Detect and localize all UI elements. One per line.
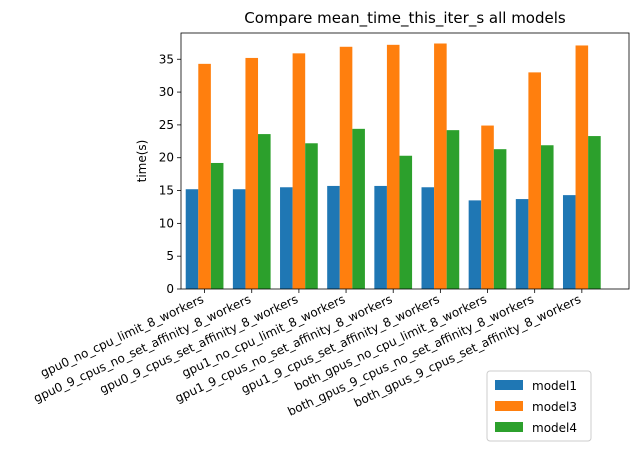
bar-model4-6 (446, 130, 460, 289)
y-tick-label-0: 0 (166, 282, 174, 296)
legend-swatch-model4 (495, 422, 523, 432)
y-tick-label-5: 5 (166, 249, 174, 263)
bar-model4-7 (493, 149, 507, 289)
bar-model4-4 (352, 128, 365, 289)
legend-label-model1: model1 (532, 379, 577, 393)
bar-model1-2 (232, 189, 246, 289)
bar-model4-1 (210, 162, 224, 289)
legend-swatch-model1 (495, 380, 523, 390)
bar-model4-8 (540, 145, 554, 289)
bar-model4-9 (588, 136, 601, 289)
y-tick-label-35: 35 (159, 52, 174, 66)
y-tick-label-15: 15 (159, 184, 174, 198)
bar-model4-2 (258, 134, 271, 289)
bar-model1-3 (280, 187, 293, 289)
y-tick-label-30: 30 (159, 85, 174, 99)
chart-title: Compare mean_time_this_iter_s all models (244, 9, 566, 28)
bar-model3-1 (198, 63, 211, 289)
bar-model3-5 (386, 44, 400, 289)
bar-model1-4 (327, 185, 340, 289)
bar-model1-9 (562, 195, 576, 289)
legend: model1 model3 model4 (486, 370, 592, 442)
bar-model3-7 (481, 125, 494, 289)
y-tick-label-25: 25 (159, 118, 174, 132)
bar-model3-8 (528, 72, 541, 289)
bar-model1-1 (185, 189, 199, 289)
bar-model1-7 (468, 200, 482, 289)
bar-model3-3 (292, 53, 306, 289)
bar-model4-3 (305, 143, 318, 289)
bar-model3-6 (434, 43, 447, 289)
legend-swatch-model3 (495, 401, 523, 411)
legend-label-model4: model4 (532, 421, 577, 435)
bar-model3-4 (339, 46, 353, 289)
bar-model1-5 (374, 185, 387, 289)
y-tick-label-10: 10 (159, 216, 174, 230)
y-axis-label: time(s) (135, 140, 149, 183)
legend-label-model3: model3 (532, 400, 577, 414)
plot-frame (180, 32, 630, 290)
y-tick-label-20: 20 (159, 151, 174, 165)
bar-model3-2 (245, 57, 259, 289)
bar-model1-8 (515, 199, 529, 289)
plot-area: 05101520253035gpu0_no_cpu_limit_8_worker… (31, 32, 630, 419)
bar-model1-6 (421, 187, 435, 289)
bar-model4-5 (399, 155, 413, 289)
bar-model3-9 (575, 45, 589, 289)
